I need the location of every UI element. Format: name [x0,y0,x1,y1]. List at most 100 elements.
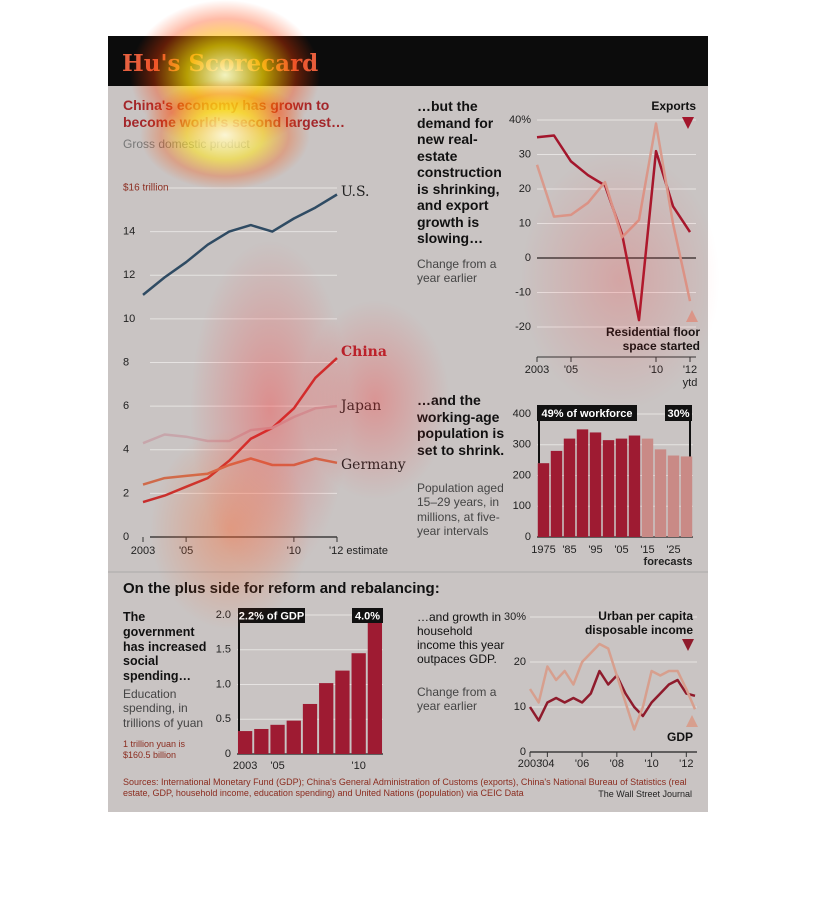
source: Sources: International Monetary Fund (GD… [123,777,687,798]
chart-subtitle: Change from a year earlier [417,257,497,286]
y-tick-label: 0 [525,531,531,543]
bar [367,615,383,754]
bar [667,455,680,537]
bar [302,703,318,754]
x-tick-label: '05 [270,760,284,772]
x-tick-label: '15 [640,544,654,556]
section-title: On the plus side for reform and rebalanc… [123,580,440,597]
bar [550,450,563,537]
x-tick-label: '25 [666,544,680,556]
y-tick-label: 2.0 [216,609,231,621]
series-label: U.S. [341,184,370,200]
series-label: GDP [666,730,693,744]
x-tick-label: 2003 [233,760,257,772]
y-tick-label: 30% [504,611,526,623]
series-label: Japan [341,398,382,414]
series-label: Germany [341,457,406,473]
x-tick-label: 2003 [525,364,549,376]
annotation: forecasts [644,556,693,568]
bar [237,731,253,754]
x-tick-label: '10 [351,760,365,772]
bar [351,653,366,754]
series-label: Residential floor space started [605,325,700,353]
bar [335,670,350,754]
x-tick-label: '06 [575,758,589,770]
chart-subtitle: Education spending, in trillions of yuan [123,687,204,730]
bar [563,438,576,537]
x-tick-label: '95 [588,544,602,556]
x-tick-label: '10 [644,758,658,770]
chart-title: …but the demand for new real-estate cons… [417,98,502,247]
y-tick-label: 400 [513,408,531,420]
credit: The Wall Street Journal [598,789,692,799]
series-line [535,122,692,302]
legend-marker [682,117,694,129]
bar [602,440,615,537]
bar [628,435,641,537]
y-tick-label: 20 [514,656,526,668]
y-tick-label: 0 [123,531,129,543]
y-tick-label: 6 [123,400,129,412]
title: Hu's Scorecard [122,50,318,77]
bar [589,432,602,537]
x-tick-label: '10 [287,545,301,557]
y-tick-label: 4 [123,444,129,456]
series-label: Exports [651,99,696,113]
bar [286,720,301,754]
annotation-box [238,608,305,623]
y-tick-label: -10 [515,286,531,298]
bar [270,724,285,754]
annotation: 2.2% of GDP [239,610,304,622]
y-tick-label: 20 [519,183,531,195]
y-tick-label: 10 [123,313,135,325]
bar [641,438,654,537]
y-tick-label: 300 [513,439,531,451]
series-label: Urban per capita disposable income [584,609,693,637]
bar [537,463,550,537]
annotation: 49% of workforce [541,408,632,420]
chart-title: China's economy has grown to become worl… [123,97,345,130]
y-tick-label: 0 [225,748,231,760]
chart-title: …and growth in household income this yea… [417,610,505,667]
x-tick-label: 1975 [531,544,555,556]
chart-subtitle: Population aged 15–29 years, in millions… [417,481,504,539]
y-tick-label: 12 [123,269,135,281]
y-tick-label: 200 [513,469,531,481]
y-tick-label: 1.0 [216,678,231,690]
bar [654,449,667,537]
series-line [142,357,338,504]
y-tick-label: 0 [525,252,531,264]
x-tick-label: 2003 [131,545,155,557]
legend-marker [686,310,698,322]
bar [615,438,628,537]
x-tick-label: '05 [179,545,193,557]
x-tick-label: 2003 [518,758,542,770]
annotation: 30% [667,408,689,420]
y-tick-label: 14 [123,226,135,238]
legend-marker [686,715,698,727]
x-tick-label: '04 [540,758,554,770]
bar [319,683,334,754]
annotation: 4.0% [355,610,380,622]
series-line [528,669,696,722]
y-tick-label: 0.5 [216,713,231,725]
y-tick-label: -20 [515,321,531,333]
y-tick-label: 30 [519,148,531,160]
series-line [142,457,338,486]
annotation-box [352,608,383,623]
annotation-box [665,405,692,421]
series-line [142,404,338,445]
y-tick-label: 100 [513,500,531,512]
chart-subtitle: Gross domestic product [123,137,250,151]
chart-note: 1 trillion yuan is $160.5 billion [123,739,186,760]
bar [254,728,269,754]
y-tick-label: 1.5 [216,644,231,656]
chart-subtitle: Change from a year earlier [417,685,497,714]
x-tick-label: '85 [562,544,576,556]
x-tick-label: '05 [614,544,628,556]
x-tick-label: '12 [679,758,693,770]
bar [576,429,589,537]
legend-marker [682,639,694,651]
